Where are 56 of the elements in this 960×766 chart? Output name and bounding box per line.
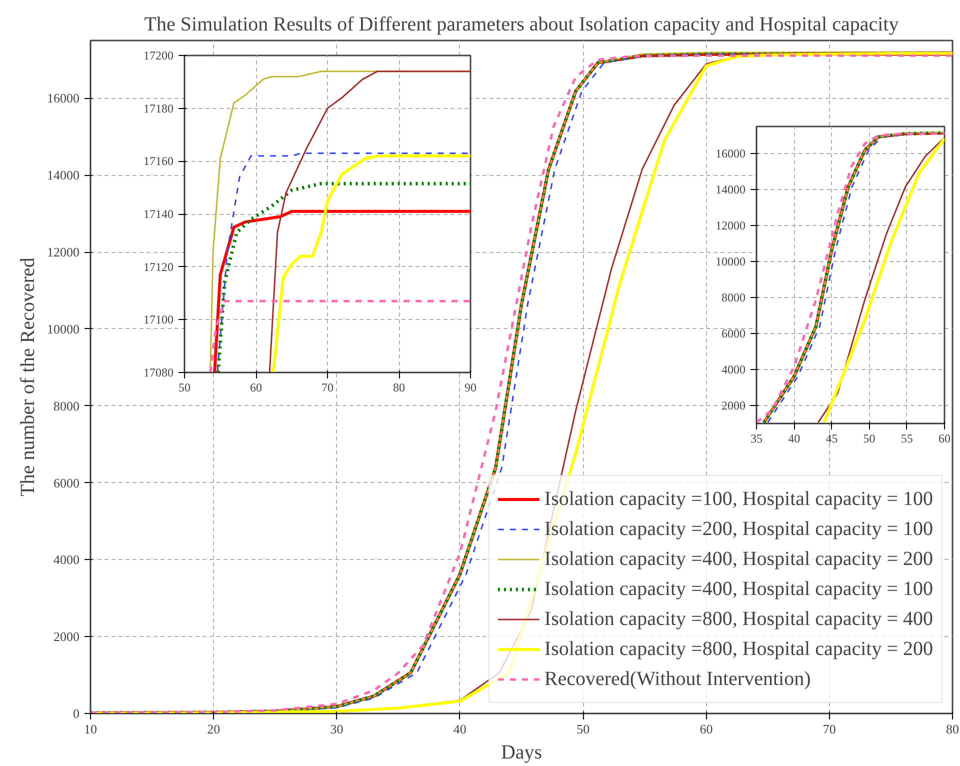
y-tick-label: 4000 xyxy=(54,552,80,568)
y-tick-label: 17160 xyxy=(144,154,174,168)
x-tick-label: 20 xyxy=(207,722,220,736)
y-tick-label: 4000 xyxy=(722,362,746,376)
x-tick-label: 55 xyxy=(900,432,913,446)
x-tick-label: 90 xyxy=(464,380,476,394)
x-tick-label: 40 xyxy=(788,432,800,446)
y-tick-label: 8000 xyxy=(722,290,746,304)
line-series xyxy=(213,210,470,372)
x-tick-label: 50 xyxy=(576,722,590,736)
y-tick-label: 2000 xyxy=(54,629,80,644)
chart-title: The Simulation Results of Different parameters about Isolation capacity and Hospital capacity xyxy=(144,14,899,36)
x-tick-label: 60 xyxy=(938,432,950,446)
x-tick-label: 70 xyxy=(822,722,836,736)
x-tick-label: 80 xyxy=(393,380,405,394)
x-tick-label: 30 xyxy=(330,722,344,736)
y-tick-label: 6000 xyxy=(54,475,80,490)
x-tick-label: 60 xyxy=(700,722,713,736)
y-tick-label: 12000 xyxy=(47,244,80,260)
legend-label: Isolation capacity =200, Hospital capacity = 100 xyxy=(544,516,933,542)
legend-label: Isolation capacity =800, Hospital capacity = 400 xyxy=(544,606,933,632)
y-tick-label: 2000 xyxy=(722,398,746,412)
y-tick-label: 12000 xyxy=(716,218,746,232)
y-tick-label: 0 xyxy=(73,706,80,721)
legend-label: Isolation capacity =100, Hospital capacity = 100 xyxy=(544,486,933,512)
legend-label: Isolation capacity =400, Hospital capacity = 100 xyxy=(544,576,933,602)
y-tick-label: 14000 xyxy=(716,182,746,196)
legend-label: Recovered(Without Intervention) xyxy=(544,666,811,692)
y-tick-label: 17140 xyxy=(144,207,174,221)
x-tick-label: 50 xyxy=(863,432,876,446)
line-series xyxy=(268,70,470,372)
y-tick-label: 10000 xyxy=(716,254,746,268)
x-tick-label: 35 xyxy=(750,432,762,446)
y-tick-label: 16000 xyxy=(47,90,80,106)
y-tick-label: 17120 xyxy=(144,260,174,274)
legend-label: Isolation capacity =400, Hospital capacity = 200 xyxy=(544,546,933,572)
x-tick-label: 80 xyxy=(946,722,959,736)
line-series xyxy=(272,154,470,372)
x-tick-label: 45 xyxy=(826,432,838,446)
y-tick-label: 10000 xyxy=(47,321,80,336)
y-tick-label: 6000 xyxy=(722,326,746,340)
x-tick-label: 60 xyxy=(250,380,262,394)
y-tick-label: 16000 xyxy=(716,146,746,160)
y-tick-label: 17080 xyxy=(144,366,174,380)
y-tick-label: 17100 xyxy=(144,312,174,327)
legend-label: Isolation capacity =800, Hospital capacity = 200 xyxy=(544,636,933,662)
y-tick-label: 17180 xyxy=(144,101,174,116)
y-tick-label: 8000 xyxy=(54,398,80,414)
x-axis-title: Days xyxy=(500,742,542,764)
x-tick-label: 40 xyxy=(453,722,466,736)
y-tick-label: 17200 xyxy=(144,48,174,62)
y-axis-title: The number of the Recovered xyxy=(17,258,39,496)
x-tick-label: 50 xyxy=(178,380,190,394)
x-tick-label: 70 xyxy=(322,380,334,394)
y-tick-label: 14000 xyxy=(47,168,80,183)
x-tick-label: 10 xyxy=(84,722,97,736)
